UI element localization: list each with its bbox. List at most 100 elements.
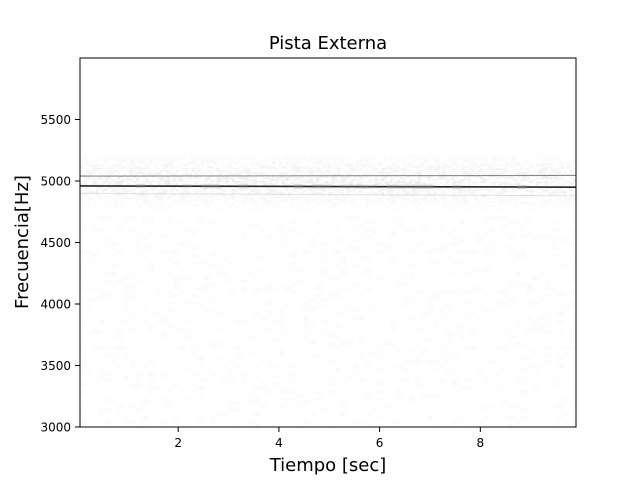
noise-cell: [396, 294, 402, 298]
noise-cell: [254, 164, 257, 166]
noise-cell: [244, 171, 248, 174]
noise-cell: [458, 164, 461, 166]
noise-cell: [123, 302, 129, 306]
noise-cell: [80, 155, 83, 157]
noise-cell: [83, 179, 87, 182]
noise-cell: [368, 166, 372, 169]
noise-cell: [514, 179, 518, 182]
noise-cell: [160, 188, 164, 191]
noise-cell: [213, 207, 216, 209]
noise-cell: [427, 250, 433, 254]
noise-cell: [399, 211, 402, 213]
noise-cell: [477, 268, 483, 272]
noise-cell: [551, 201, 554, 203]
noise-cell: [95, 193, 99, 197]
noise-cell: [210, 372, 216, 376]
noise-cell: [96, 209, 99, 211]
noise-cell: [161, 350, 167, 354]
noise-cell: [207, 155, 210, 157]
noise-cell: [381, 163, 384, 165]
noise-cell: [452, 290, 458, 294]
noise-cell: [241, 372, 247, 376]
noise-cell: [135, 177, 140, 180]
noise-cell: [231, 168, 236, 171]
noise-cell: [405, 175, 409, 178]
noise-cell: [415, 155, 418, 157]
noise-cell: [154, 313, 160, 317]
noise-cell: [489, 327, 495, 331]
noise-cell: [526, 409, 532, 413]
noise-cell: [250, 182, 254, 185]
noise-cell: [309, 169, 313, 173]
noise-cell: [247, 175, 251, 178]
noise-cell: [551, 239, 557, 243]
noise-cell: [331, 203, 334, 205]
noise-cell: [393, 209, 396, 211]
noise-cell: [514, 201, 517, 203]
noise-cell: [446, 368, 452, 372]
noise-cell: [272, 157, 275, 159]
noise-cell: [340, 209, 343, 211]
noise-cell: [253, 171, 257, 174]
noise-cell: [130, 205, 133, 207]
noise-cell: [272, 335, 278, 339]
noise-cell: [86, 199, 89, 201]
noise-cell: [130, 368, 136, 372]
noise-cell: [443, 203, 446, 205]
noise-cell: [415, 409, 421, 413]
noise-cell: [201, 203, 204, 205]
noise-cell: [508, 283, 514, 287]
noise-cell: [386, 181, 391, 184]
noise-cell: [185, 261, 191, 265]
noise-cell: [526, 302, 532, 306]
noise-cell: [315, 182, 319, 185]
noise-cell: [446, 331, 452, 335]
noise-cell: [557, 224, 563, 228]
noise-cell: [86, 162, 90, 165]
noise-cell: [399, 207, 402, 209]
noise-cell: [222, 186, 226, 189]
noise-cell: [223, 375, 229, 379]
noise-cell: [542, 157, 545, 159]
noise-cell: [130, 364, 136, 368]
noise-cell: [486, 199, 489, 201]
noise-cell: [536, 207, 539, 209]
noise-cell: [105, 205, 108, 207]
noise-cell: [120, 181, 124, 184]
noise-cell: [390, 412, 396, 416]
noise-cell: [294, 205, 297, 207]
noise-cell: [179, 268, 185, 272]
noise-cell: [347, 199, 350, 201]
noise-cell: [260, 357, 266, 361]
noise-cell: [384, 342, 390, 346]
noise-cell: [464, 386, 470, 390]
noise-cell: [359, 350, 365, 354]
noise-cell: [114, 159, 117, 161]
noise-cell: [415, 198, 418, 200]
noise-cell: [346, 169, 350, 173]
noise-cell: [210, 171, 214, 174]
noise-cell: [570, 390, 576, 394]
noise-cell: [402, 193, 406, 197]
noise-cell: [409, 157, 412, 159]
noise-cell: [117, 192, 121, 195]
noise-cell: [495, 196, 498, 198]
noise-cell: [396, 207, 399, 209]
noise-cell: [148, 324, 154, 328]
noise-cell: [117, 309, 123, 313]
noise-cell: [105, 327, 111, 331]
noise-cell: [95, 186, 99, 189]
noise-cell: [495, 350, 501, 354]
noise-cell: [421, 383, 427, 387]
noise-cell: [347, 196, 350, 198]
noise-cell: [417, 181, 422, 184]
noise-cell: [452, 195, 456, 198]
noise-cell: [471, 231, 477, 235]
noise-cell: [365, 239, 371, 243]
noise-cell: [560, 190, 564, 193]
noise-cell: [402, 342, 408, 346]
noise-cell: [409, 220, 415, 224]
noise-cell: [489, 168, 493, 171]
noise-cell: [396, 164, 399, 166]
noise-cell: [250, 164, 254, 167]
